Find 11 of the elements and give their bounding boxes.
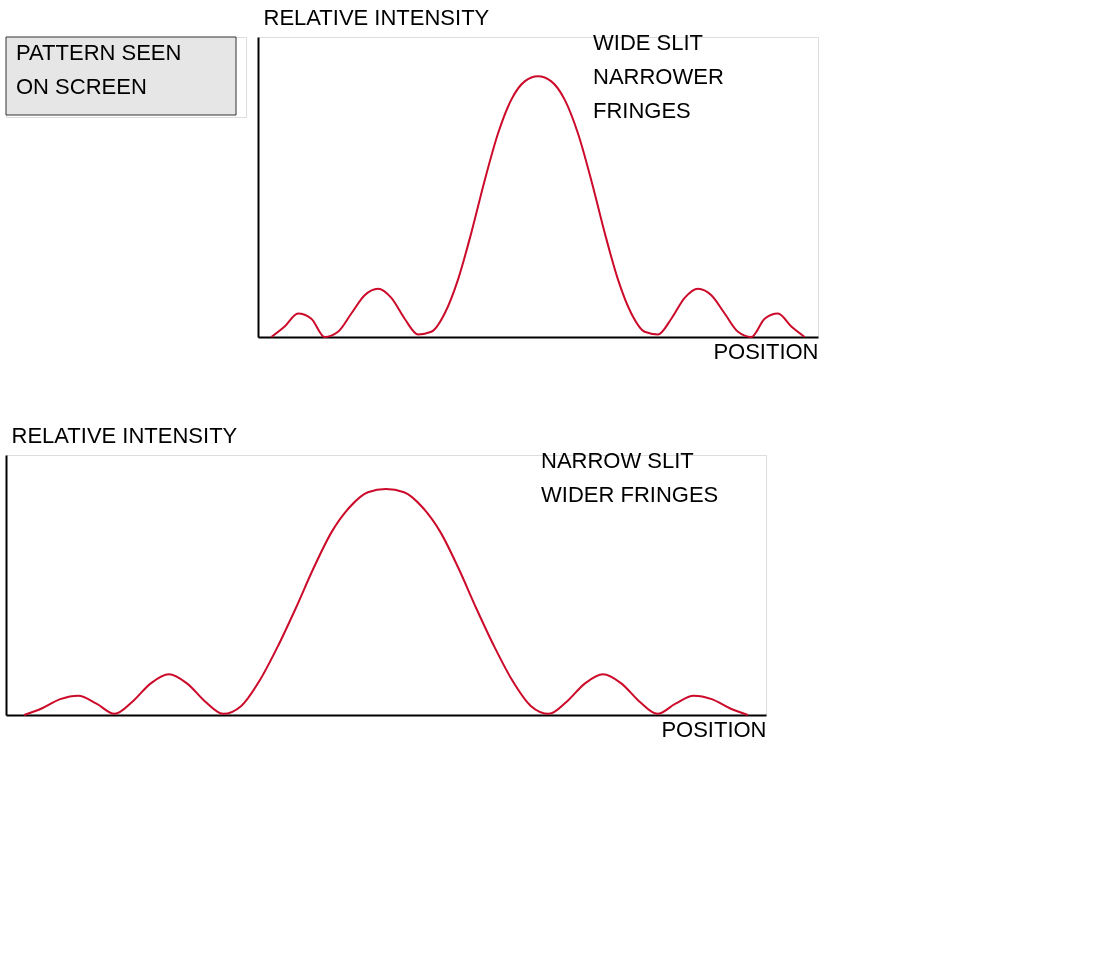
text: PATTERN SEEN	[16, 40, 182, 65]
annotation: WIDER FRINGES	[541, 482, 719, 507]
text: WIDE SLIT	[593, 30, 704, 55]
text: ON SCREEN	[16, 74, 147, 99]
annotation: NARROWER	[593, 64, 724, 89]
annotation: FRINGES	[593, 98, 691, 123]
x-axis-title: POSITION	[661, 716, 767, 742]
y-axis-title: RELATIVE INTENSITY	[11, 422, 238, 448]
text: NARROW SLIT	[541, 448, 694, 473]
x-axis-title: POSITION	[713, 338, 819, 364]
y-axis-title: RELATIVE INTENSITY	[263, 4, 490, 30]
